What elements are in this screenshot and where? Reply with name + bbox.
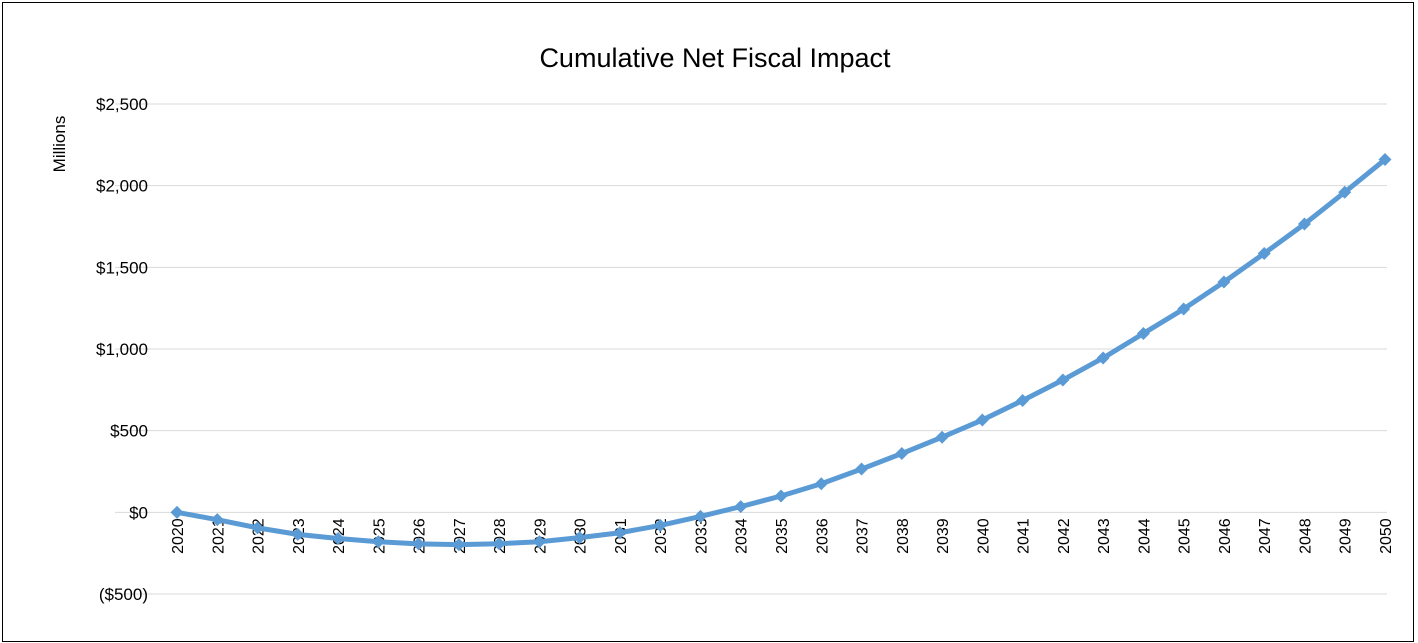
data-point-marker: [170, 505, 184, 519]
data-point-marker: [1177, 302, 1191, 316]
data-point-marker: [210, 513, 224, 527]
data-point-marker: [1096, 351, 1110, 365]
x-tick-label: 2034: [734, 518, 751, 554]
data-point-marker: [975, 413, 989, 427]
x-tick-label: 2043: [1096, 518, 1113, 554]
y-tick-label: $2,000: [96, 177, 148, 196]
y-tick-label: ($500): [99, 585, 148, 604]
data-point-marker: [1338, 185, 1352, 199]
x-tick-label: 2025: [371, 518, 388, 554]
y-axis-ticks: ($500) $0 $500 $1,000 $1,500 $2,000 $2,500: [96, 95, 148, 604]
data-point-marker: [1016, 393, 1030, 407]
y-tick-label: $1,000: [96, 340, 148, 359]
chart-title: Cumulative Net Fiscal Impact: [539, 43, 891, 73]
data-point-marker: [412, 537, 426, 551]
data-point-marker: [935, 430, 949, 444]
data-point-marker: [573, 531, 587, 545]
x-tick-label: 2040: [975, 518, 992, 554]
data-point-marker: [1297, 217, 1311, 231]
data-point-marker: [653, 518, 667, 532]
data-point-marker: [774, 489, 788, 503]
x-tick-label: 2049: [1338, 518, 1355, 554]
y-tick-label: $2,500: [96, 95, 148, 114]
data-point-marker: [1136, 326, 1150, 340]
y-tick-label: $1,500: [96, 258, 148, 277]
x-tick-label: 2033: [693, 518, 710, 554]
x-tick-label: 2037: [855, 518, 872, 554]
series-line: [176, 157, 1387, 548]
x-tick-label: 2029: [532, 518, 549, 554]
data-point-marker: [814, 477, 828, 491]
data-point-marker: [895, 447, 909, 461]
y-axis-label: Millions: [50, 116, 69, 173]
x-tick-label: 2044: [1136, 518, 1153, 554]
x-tick-label: 2041: [1016, 518, 1033, 554]
data-point-marker: [532, 535, 546, 549]
data-point-marker: [492, 537, 506, 551]
data-point-marker: [1257, 246, 1271, 260]
data-point-marker: [291, 527, 305, 541]
data-point-marker: [734, 500, 748, 514]
line-chart: Cumulative Net Fiscal Impact Millions ($…: [50, 43, 1395, 604]
data-point-marker: [613, 526, 627, 540]
x-tick-label: 2038: [895, 518, 912, 554]
x-tick-label: 2045: [1177, 518, 1194, 554]
data-point-marker: [371, 535, 385, 549]
x-tick-label: 2039: [935, 518, 952, 554]
x-axis-ticks: 2020202120222023202420252026202720282029…: [170, 518, 1395, 554]
data-point-marker: [251, 521, 265, 535]
data-point-marker: [1056, 373, 1070, 387]
gridlines: [115, 103, 1387, 595]
data-point-marker: [855, 462, 869, 476]
data-point-marker: [1378, 153, 1392, 167]
x-tick-label: 2020: [170, 518, 187, 554]
x-tick-label: 2035: [774, 518, 791, 554]
data-point-marker: [1217, 275, 1231, 289]
data-point-marker: [693, 509, 707, 523]
data-point-marker: [452, 538, 466, 552]
x-tick-label: 2050: [1378, 518, 1395, 554]
x-tick-label: 2048: [1297, 518, 1314, 554]
x-tick-label: 2046: [1217, 518, 1234, 554]
y-tick-label: $0: [129, 503, 148, 522]
data-point-marker: [331, 531, 345, 545]
x-tick-label: 2047: [1257, 518, 1274, 554]
x-tick-label: 2036: [814, 518, 831, 554]
x-tick-label: 2021: [210, 518, 227, 554]
series-layer: [170, 153, 1392, 552]
x-tick-label: 2042: [1056, 518, 1073, 554]
y-tick-label: $500: [110, 422, 148, 441]
